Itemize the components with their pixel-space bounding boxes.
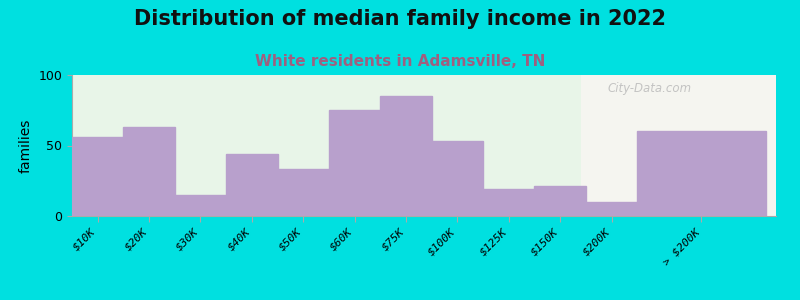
Bar [89,75,106,216]
Text: White residents in Adamsville, TN: White residents in Adamsville, TN [255,54,545,69]
Bar [586,202,638,216]
Bar [278,169,329,216]
Bar [479,75,496,216]
Bar [394,75,411,216]
Bar [174,75,190,216]
Bar [123,127,174,216]
Bar [123,75,140,216]
Bar [275,75,293,216]
Text: City-Data.com: City-Data.com [607,82,691,95]
Bar [638,131,766,216]
Bar [329,110,380,216]
Bar [310,75,326,216]
Bar [534,186,586,216]
Bar [106,75,123,216]
Bar [190,75,208,216]
Bar [564,75,581,216]
Bar [530,75,547,216]
Bar [378,75,394,216]
Bar [462,75,479,216]
Bar [140,75,157,216]
Y-axis label: families: families [19,118,33,173]
Bar [326,75,343,216]
Bar [483,189,534,216]
Bar [343,75,360,216]
Bar [432,141,483,216]
Bar [411,75,428,216]
Bar [174,195,226,216]
Bar [496,75,513,216]
Text: Distribution of median family income in 2022: Distribution of median family income in … [134,9,666,29]
Bar [360,75,378,216]
Bar [581,75,800,216]
Bar [428,75,445,216]
Bar [157,75,174,216]
Bar [72,75,89,216]
Bar [226,154,278,216]
Bar [225,75,242,216]
Bar [208,75,225,216]
Bar [242,75,258,216]
Bar [72,137,123,216]
Bar [293,75,310,216]
Bar [258,75,275,216]
Bar [445,75,462,216]
Bar [547,75,564,216]
Bar [380,96,432,216]
Bar [513,75,530,216]
